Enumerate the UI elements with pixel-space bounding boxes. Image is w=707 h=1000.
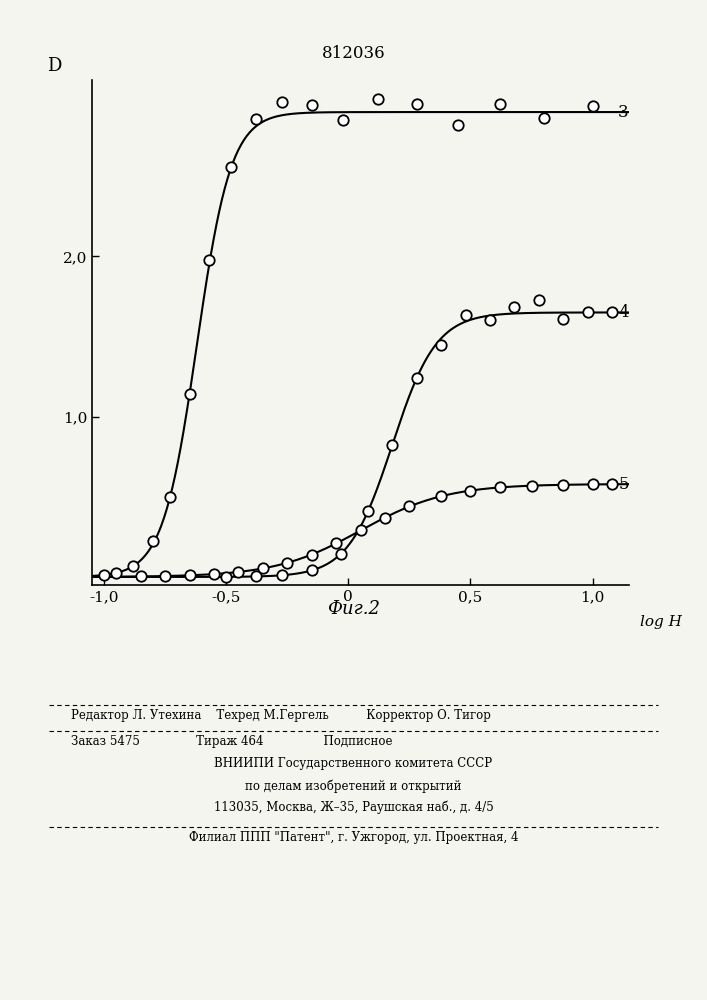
Text: по делам изобретений и открытий: по делам изобретений и открытий (245, 779, 462, 793)
Text: 113035, Москва, Ж–35, Раушская наб., д. 4/5: 113035, Москва, Ж–35, Раушская наб., д. … (214, 801, 493, 814)
Text: Редактор Л. Утехина    Техред М.Гергель          Корректор О. Тигор: Редактор Л. Утехина Техред М.Гергель Кор… (71, 709, 491, 722)
Text: Фиг.2: Фиг.2 (327, 600, 380, 618)
Text: Заказ 5475               Тираж 464                Подписное: Заказ 5475 Тираж 464 Подписное (71, 735, 392, 748)
Text: 3: 3 (618, 104, 629, 121)
Text: Филиал ППП "Патент", г. Ужгород, ул. Проектная, 4: Филиал ППП "Патент", г. Ужгород, ул. Про… (189, 831, 518, 844)
Text: 4: 4 (618, 304, 629, 321)
Text: 5: 5 (618, 476, 629, 493)
Text: ВНИИПИ Государственного комитета СССР: ВНИИПИ Государственного комитета СССР (214, 757, 493, 770)
Text: log H: log H (640, 615, 682, 629)
Text: D: D (47, 57, 62, 75)
Text: 812036: 812036 (322, 45, 385, 62)
